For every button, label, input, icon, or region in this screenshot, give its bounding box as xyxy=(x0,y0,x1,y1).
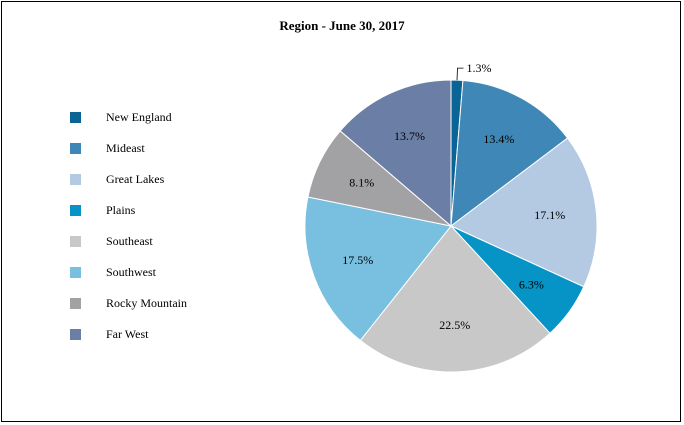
legend-swatch xyxy=(70,143,81,154)
legend-label: Southeast xyxy=(106,234,153,248)
slice-data-label: 6.3% xyxy=(519,277,544,291)
legend-label: Great Lakes xyxy=(106,172,165,186)
legend-swatch xyxy=(70,329,81,340)
legend-label: Mideast xyxy=(106,141,145,155)
slice-data-label: 13.4% xyxy=(483,132,514,146)
chart-title: Region - June 30, 2017 xyxy=(279,18,405,33)
legend-swatch xyxy=(70,298,81,309)
slice-data-label: 8.1% xyxy=(349,175,374,189)
pie-slice xyxy=(304,196,452,342)
legend-swatch xyxy=(70,236,81,247)
pie-slice xyxy=(339,79,452,228)
slice-data-label: 13.7% xyxy=(394,129,425,143)
slice-data-label: 22.5% xyxy=(439,318,470,332)
slice-data-label: 17.1% xyxy=(534,208,565,222)
legend-label: New England xyxy=(106,110,172,124)
legend-swatch xyxy=(70,112,81,123)
legend-label: Plains xyxy=(106,203,136,217)
legend-label: Rocky Mountain xyxy=(106,296,187,310)
legend-swatch xyxy=(70,267,81,278)
legend-swatch xyxy=(70,174,81,185)
pie-slice xyxy=(450,79,569,228)
legend-label: Southwest xyxy=(106,265,157,279)
pie-slice xyxy=(450,137,598,288)
slice-data-label: 17.5% xyxy=(342,253,373,267)
leader-line xyxy=(456,67,464,81)
legend-label: Far West xyxy=(106,327,149,341)
slice-data-label: 1.3% xyxy=(467,61,492,75)
legend-swatch xyxy=(70,205,81,216)
pie-slice xyxy=(359,225,551,373)
